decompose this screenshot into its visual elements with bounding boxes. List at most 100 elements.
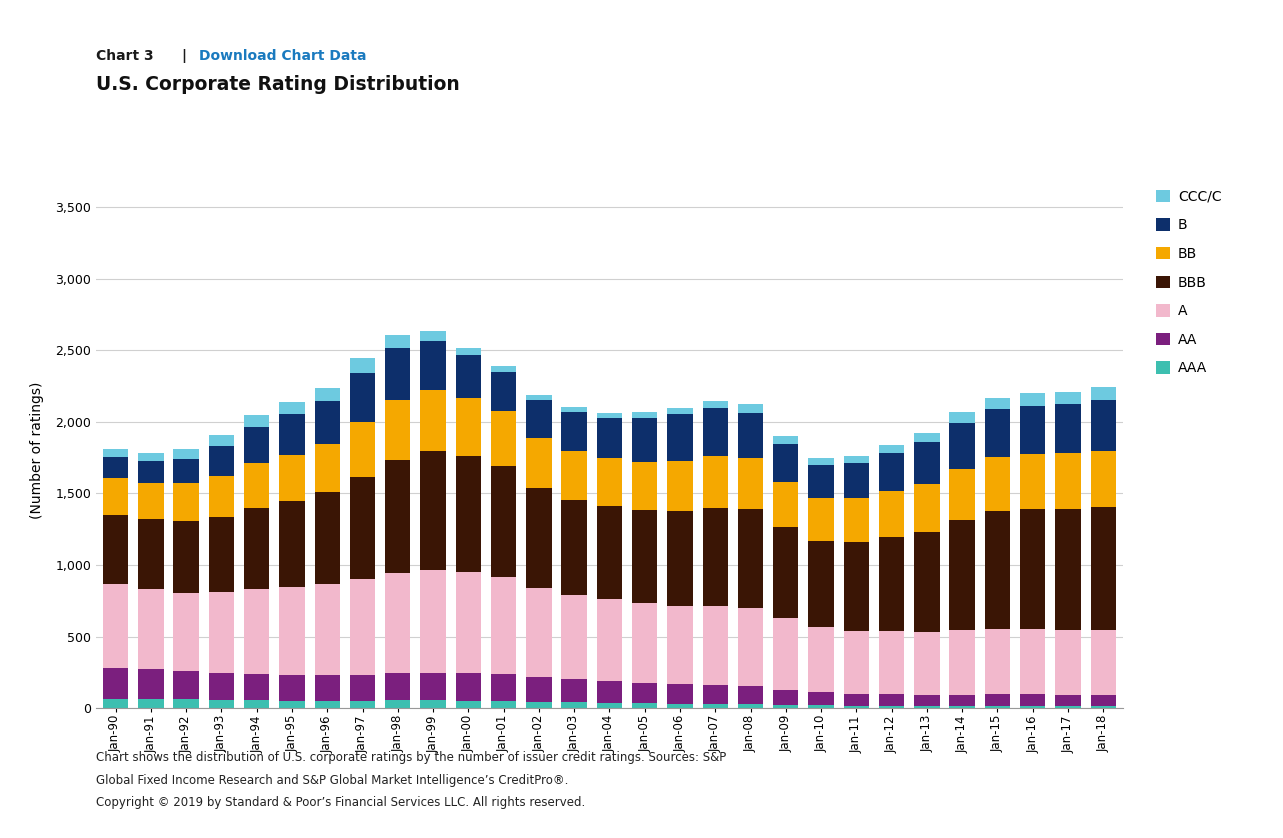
Bar bbox=[421, 341, 445, 390]
Bar bbox=[139, 461, 164, 483]
Bar bbox=[1091, 387, 1116, 400]
Bar bbox=[738, 404, 763, 413]
Bar bbox=[173, 483, 199, 521]
Bar bbox=[597, 599, 622, 681]
Bar bbox=[1020, 694, 1046, 706]
Legend: CCC/C, B, BB, BBB, A, AA, AAA: CCC/C, B, BB, BBB, A, AA, AAA bbox=[1150, 184, 1227, 380]
Bar bbox=[526, 588, 552, 676]
Bar bbox=[667, 606, 693, 684]
Bar bbox=[421, 390, 445, 451]
Bar bbox=[703, 606, 727, 685]
Bar bbox=[844, 694, 869, 706]
Bar bbox=[244, 589, 269, 674]
Bar bbox=[314, 701, 340, 708]
Bar bbox=[173, 521, 199, 592]
Bar bbox=[703, 508, 727, 606]
Bar bbox=[562, 499, 586, 595]
Bar bbox=[879, 453, 905, 491]
Bar bbox=[455, 355, 481, 397]
Bar bbox=[879, 706, 905, 708]
Bar bbox=[949, 412, 975, 422]
Bar bbox=[774, 437, 798, 443]
Bar bbox=[526, 488, 552, 588]
Bar bbox=[597, 458, 622, 506]
Bar bbox=[633, 418, 657, 462]
Bar bbox=[139, 519, 164, 589]
Bar bbox=[280, 455, 304, 501]
Bar bbox=[385, 573, 411, 673]
Bar bbox=[1091, 400, 1116, 451]
Bar bbox=[314, 492, 340, 584]
Text: Chart shows the distribution of U.S. corporate ratings by the number of issuer c: Chart shows the distribution of U.S. cor… bbox=[96, 751, 726, 764]
Bar bbox=[1055, 391, 1080, 404]
Bar bbox=[526, 396, 552, 401]
Bar bbox=[1091, 507, 1116, 629]
Bar bbox=[385, 701, 411, 708]
Bar bbox=[985, 628, 1010, 694]
Bar bbox=[667, 684, 693, 704]
Bar bbox=[915, 695, 939, 706]
Bar bbox=[209, 476, 234, 517]
Bar bbox=[209, 436, 234, 446]
Bar bbox=[1055, 695, 1080, 706]
Bar bbox=[844, 631, 869, 694]
Text: |: | bbox=[181, 49, 186, 64]
Bar bbox=[314, 401, 340, 444]
Bar bbox=[633, 603, 657, 683]
Bar bbox=[808, 465, 834, 499]
Bar bbox=[985, 409, 1010, 457]
Bar bbox=[703, 456, 727, 508]
Bar bbox=[738, 413, 763, 458]
Bar bbox=[985, 511, 1010, 628]
Bar bbox=[280, 501, 304, 587]
Bar bbox=[667, 511, 693, 606]
Bar bbox=[1055, 453, 1080, 510]
Bar bbox=[350, 422, 375, 477]
Bar bbox=[209, 700, 234, 708]
Bar bbox=[844, 463, 869, 498]
Bar bbox=[633, 703, 657, 708]
Bar bbox=[421, 570, 445, 673]
Bar bbox=[949, 469, 975, 520]
Bar bbox=[808, 627, 834, 692]
Bar bbox=[915, 532, 939, 632]
Bar bbox=[1055, 404, 1080, 453]
Bar bbox=[244, 427, 269, 463]
Text: Global Fixed Income Research and S&P Global Market Intelligence’s CreditPro®.: Global Fixed Income Research and S&P Glo… bbox=[96, 773, 568, 787]
Bar bbox=[455, 456, 481, 572]
Bar bbox=[949, 695, 975, 706]
Bar bbox=[1020, 629, 1046, 694]
Bar bbox=[774, 482, 798, 527]
Bar bbox=[491, 372, 516, 411]
Bar bbox=[350, 358, 375, 373]
Bar bbox=[209, 592, 234, 673]
Bar bbox=[103, 515, 128, 583]
Bar bbox=[738, 704, 763, 708]
Bar bbox=[173, 699, 199, 708]
Bar bbox=[491, 411, 516, 467]
Bar bbox=[1091, 451, 1116, 507]
Bar bbox=[103, 668, 128, 699]
Bar bbox=[1020, 706, 1046, 708]
Bar bbox=[774, 527, 798, 618]
Bar bbox=[1091, 695, 1116, 706]
Bar bbox=[244, 416, 269, 427]
Bar bbox=[703, 408, 727, 456]
Bar bbox=[985, 694, 1010, 706]
Bar bbox=[915, 632, 939, 695]
Bar bbox=[1020, 394, 1046, 406]
Bar bbox=[738, 608, 763, 686]
Bar bbox=[139, 589, 164, 670]
Bar bbox=[103, 457, 128, 478]
Bar bbox=[985, 457, 1010, 511]
Text: Download Chart Data: Download Chart Data bbox=[199, 49, 367, 64]
Bar bbox=[915, 432, 939, 442]
Bar bbox=[667, 704, 693, 708]
Bar bbox=[562, 595, 586, 679]
Bar bbox=[421, 701, 445, 708]
Bar bbox=[879, 695, 905, 706]
Bar bbox=[314, 675, 340, 701]
Bar bbox=[350, 373, 375, 422]
Bar bbox=[597, 506, 622, 599]
Bar bbox=[808, 458, 834, 465]
